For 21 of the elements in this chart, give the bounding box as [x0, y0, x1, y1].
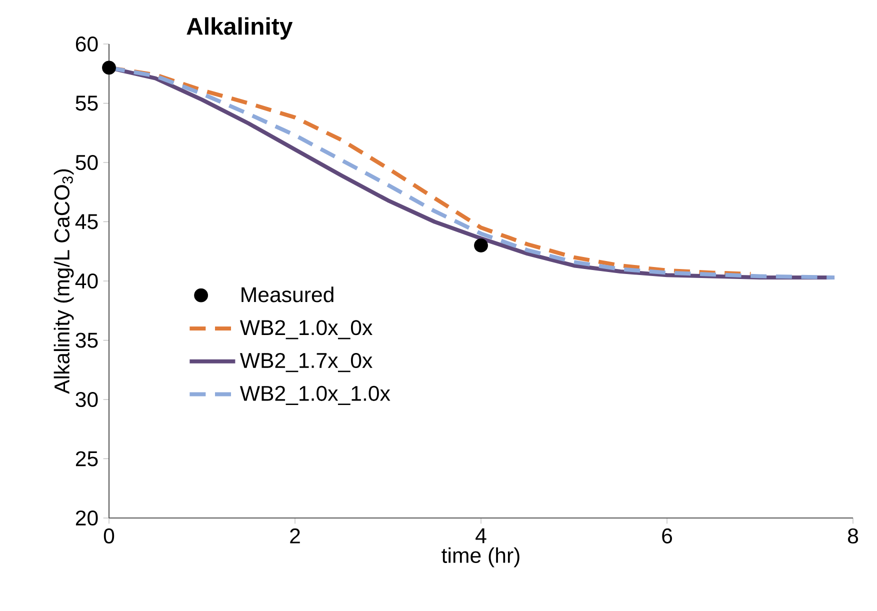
legend-label: WB2_1.0x_1.0x — [240, 386, 390, 405]
y-axis-title: Alkalinity (mg/L CaCO$_{3}$) — [54, 169, 74, 394]
x-tick-label: 4 — [476, 528, 486, 544]
y-tick-label: 40 — [75, 273, 98, 289]
y-tick-label: 25 — [76, 451, 98, 466]
y-tick-label: 30 — [76, 392, 98, 408]
x-tick-label: 0 — [104, 528, 114, 544]
x-tick-label: 6 — [662, 528, 672, 544]
y-tick-label: 55 — [76, 96, 98, 111]
legend-label: WB2_1.7x_0x — [240, 352, 372, 372]
y-tick-label: 20 — [76, 510, 98, 526]
chart-title: Alkalinity — [186, 17, 293, 40]
x-tick-label: 8 — [848, 528, 858, 544]
legend-label: WB2_1.0x_0x — [240, 320, 372, 340]
y-tick-label: 45 — [75, 214, 98, 230]
y-tick-label: 60 — [76, 36, 98, 52]
x-axis-title: time (hr) — [442, 547, 520, 568]
y-tick-label: 35 — [76, 332, 98, 348]
legend-label: Measured — [242, 286, 334, 302]
x-tick-label: 2 — [290, 528, 300, 544]
y-tick-label: 50 — [76, 154, 98, 170]
